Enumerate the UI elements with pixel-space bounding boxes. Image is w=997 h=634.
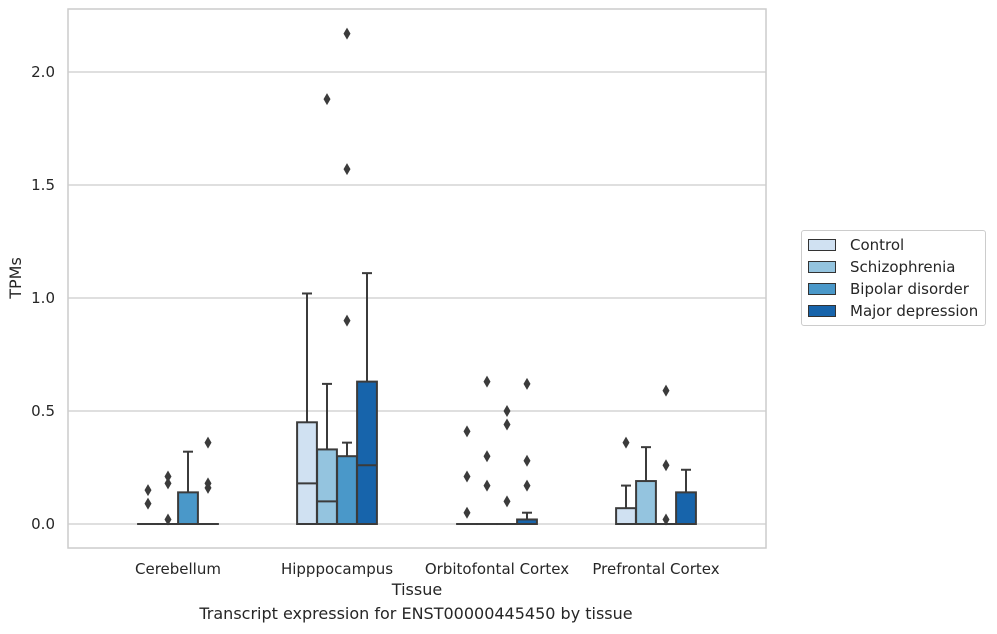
outlier-point <box>483 375 491 388</box>
outlier-point <box>463 425 471 438</box>
box <box>635 480 657 525</box>
outlier-point <box>463 470 471 483</box>
y-axis-label: TPMs <box>6 257 25 300</box>
legend-item-control: Control <box>808 235 904 255</box>
y-tick-label: 0.5 <box>31 402 55 420</box>
plot-background <box>68 9 766 548</box>
box-group <box>356 272 378 525</box>
x-tick-label: Cerebellum <box>135 560 221 578</box>
box <box>316 448 338 526</box>
box-group <box>516 511 538 525</box>
boxes-layer <box>137 272 697 526</box>
y-tick-label: 1.0 <box>31 289 55 307</box>
legend-label: Schizophrenia <box>850 258 956 276</box>
outlier-point <box>204 436 212 449</box>
legend-item-bipolar-disorder: Bipolar disorder <box>808 279 969 299</box>
legend-swatch-major-depression <box>808 305 836 317</box>
figure-caption: Transcript expression for ENST0000044545… <box>199 604 633 623</box>
box <box>356 380 378 525</box>
x-tick-label: Prefrontal Cortex <box>592 560 719 578</box>
plot-frame <box>67 8 767 549</box>
outlier-point <box>164 513 172 526</box>
legend-item-schizophrenia: Schizophrenia <box>808 257 955 277</box>
legend: Control Schizophrenia Bipolar disorder M… <box>801 230 986 326</box>
outlier-point <box>523 479 531 492</box>
outlier-point <box>662 513 670 526</box>
legend-swatch-schizophrenia <box>808 261 836 273</box>
outlier-point <box>343 314 351 327</box>
outlier-point <box>523 377 531 390</box>
legend-label: Bipolar disorder <box>850 280 969 298</box>
outlier-point <box>503 418 511 431</box>
legend-item-major-depression: Major depression <box>808 301 978 321</box>
outlier-point <box>343 163 351 176</box>
outlier-point <box>622 436 630 449</box>
y-tick-label: 2.0 <box>31 63 55 81</box>
outlier-point <box>323 93 331 106</box>
box-group <box>675 468 697 525</box>
x-tick-label: Orbitofontal Cortex <box>425 560 569 578</box>
outlier-point <box>483 450 491 463</box>
y-tick-label: 0.0 <box>31 515 55 533</box>
box-group <box>336 441 358 526</box>
legend-label: Major depression <box>850 302 979 320</box>
outlier-point <box>523 454 531 467</box>
box <box>296 421 318 525</box>
legend-swatch-bipolar-disorder <box>808 283 836 295</box>
x-axis-label: Tissue <box>391 580 442 599</box>
outlier-point <box>662 459 670 472</box>
box-group <box>177 450 199 525</box>
box <box>177 491 199 525</box>
x-tick-labels: Cerebellum Hipppocampus Orbitofontal Corte… <box>135 560 720 578</box>
y-tick-label: 1.5 <box>31 176 55 194</box>
outlier-point <box>503 405 511 417</box>
y-tick-labels: 0.0 0.5 1.0 1.5 2.0 <box>31 63 55 533</box>
outliers-layer <box>144 27 670 526</box>
outlier-point <box>483 479 491 492</box>
box <box>675 491 697 525</box>
outlier-point <box>164 470 172 483</box>
box <box>336 455 358 526</box>
outlier-point <box>662 384 670 397</box>
outlier-point <box>343 27 351 40</box>
outlier-point <box>144 497 152 510</box>
outlier-point <box>204 477 212 490</box>
legend-label: Control <box>850 236 905 254</box>
outlier-point <box>463 506 471 519</box>
legend-swatch-control <box>808 239 836 251</box>
box-group <box>635 446 657 525</box>
box <box>615 507 637 525</box>
outlier-point <box>503 495 511 508</box>
outlier-point <box>164 477 172 490</box>
x-tick-label: Hipppocampus <box>281 560 393 578</box>
outlier-point <box>144 484 152 497</box>
